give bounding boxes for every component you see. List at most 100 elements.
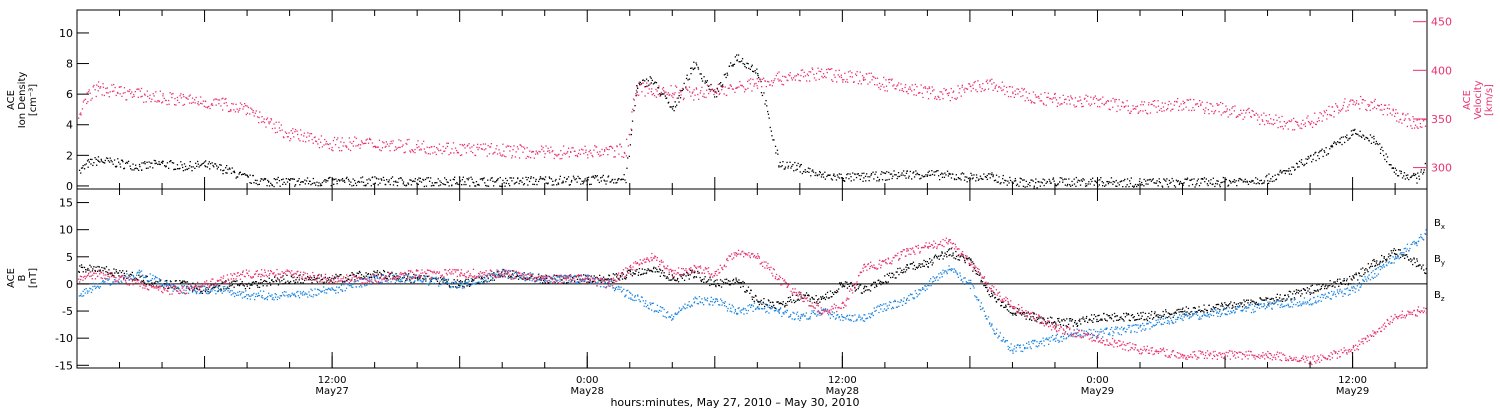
density-point — [443, 183, 445, 186]
velocity-point — [961, 84, 963, 86]
bx-point — [248, 287, 251, 289]
density-point — [1361, 136, 1363, 139]
density-point — [93, 162, 95, 164]
velocity-point — [683, 97, 685, 99]
velocity-point — [1209, 102, 1211, 105]
velocity-point — [1237, 116, 1239, 118]
bx-point — [716, 279, 718, 281]
density-point — [112, 163, 114, 165]
bx-point — [298, 279, 300, 281]
density-point — [101, 161, 104, 163]
velocity-point — [1370, 101, 1372, 103]
velocity-point — [1404, 118, 1406, 120]
by-point — [377, 281, 379, 284]
density-point — [1263, 182, 1265, 184]
by-point — [337, 291, 339, 294]
bx-point — [578, 275, 580, 277]
bx-point — [82, 271, 84, 273]
density-point — [1002, 174, 1004, 177]
bx-point — [561, 279, 563, 281]
density-point — [863, 172, 865, 174]
bx-point — [908, 267, 910, 269]
density-point — [953, 178, 956, 180]
by-point — [246, 298, 249, 300]
density-point — [1293, 166, 1295, 168]
density-point — [444, 177, 446, 179]
by-point — [134, 277, 136, 279]
bx-point — [796, 299, 798, 301]
bx-point — [481, 276, 483, 278]
density-point — [190, 166, 193, 168]
by-point — [293, 294, 295, 296]
velocity-point — [674, 92, 676, 94]
bx-point — [1184, 310, 1186, 312]
density-point — [821, 174, 823, 176]
bx-point — [1116, 315, 1119, 317]
density-point — [492, 180, 494, 182]
velocity-point — [414, 148, 416, 151]
velocity-point — [174, 97, 176, 100]
density-point — [306, 177, 309, 179]
velocity-point — [489, 146, 491, 148]
bx-point — [677, 277, 679, 280]
density-point — [1235, 180, 1237, 182]
velocity-point — [192, 101, 194, 103]
velocity-point — [86, 92, 88, 94]
velocity-point — [466, 145, 468, 147]
velocity-point — [176, 99, 179, 101]
by-point — [319, 289, 321, 291]
density-point — [276, 178, 278, 180]
bx-point — [788, 300, 791, 302]
density-point — [307, 183, 310, 185]
density-point — [1182, 184, 1184, 186]
density-point — [532, 183, 534, 185]
velocity-point — [884, 90, 886, 92]
velocity-point — [1302, 119, 1304, 121]
by-point — [273, 299, 275, 301]
density-point — [1375, 140, 1377, 143]
velocity-point — [129, 89, 131, 91]
velocity-point — [530, 157, 532, 159]
density-point — [332, 178, 334, 180]
velocity-point — [781, 83, 783, 85]
velocity-point — [976, 91, 978, 93]
density-point — [774, 145, 777, 147]
bx-point — [958, 259, 961, 261]
bx-point — [1082, 316, 1084, 318]
bx-point — [665, 277, 667, 279]
bx-point — [932, 262, 934, 264]
velocity-point — [544, 153, 546, 155]
density-point — [419, 180, 421, 182]
by-point — [243, 296, 245, 298]
velocity-point — [693, 99, 695, 101]
velocity-point — [367, 142, 370, 144]
by-point — [271, 294, 273, 296]
bx-point — [81, 266, 84, 269]
velocity-point — [824, 75, 826, 77]
bx-point — [527, 278, 529, 280]
velocity-point — [194, 99, 196, 101]
velocity-point — [1140, 104, 1142, 106]
density-point — [1105, 184, 1107, 186]
velocity-point — [1416, 119, 1418, 121]
velocity-point — [297, 133, 299, 136]
bx-point — [642, 273, 644, 275]
velocity-point — [408, 138, 410, 141]
bx-point — [672, 278, 674, 280]
bx-point — [407, 276, 409, 278]
bx-point — [592, 281, 594, 283]
density-tick-label: 6 — [66, 88, 73, 101]
bx-point — [449, 286, 451, 288]
density-point — [884, 172, 886, 174]
density-point — [1379, 143, 1381, 145]
velocity-point — [114, 86, 116, 89]
velocity-point — [543, 156, 546, 158]
by-point — [173, 284, 175, 286]
density-point — [1113, 181, 1116, 183]
velocity-point — [412, 151, 414, 153]
density-point — [598, 181, 600, 184]
velocity-point — [717, 83, 719, 86]
bx-point — [374, 271, 376, 274]
density-point — [170, 160, 172, 162]
density-point — [1360, 135, 1362, 138]
